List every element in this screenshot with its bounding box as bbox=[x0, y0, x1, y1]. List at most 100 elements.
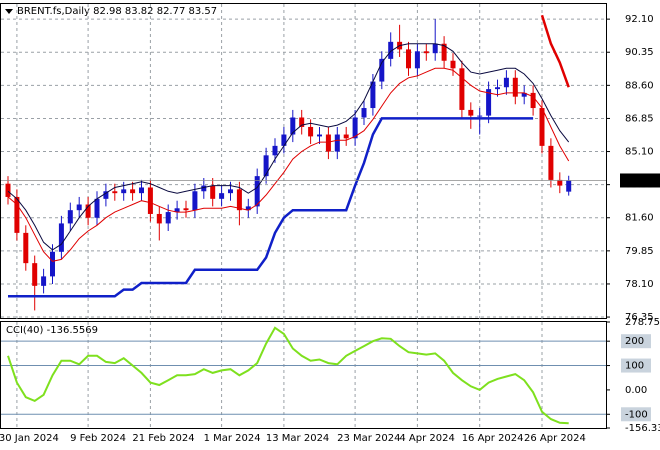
y-tick-label: 76.35 bbox=[625, 312, 654, 323]
y-tick-label: 278.7537 bbox=[625, 317, 660, 328]
y-tick-label: 85.10 bbox=[625, 147, 654, 158]
cci-title: CCI(40) -136.5569 bbox=[6, 325, 98, 336]
candle-body bbox=[58, 223, 64, 252]
candle-body bbox=[406, 49, 411, 69]
price-panel bbox=[0, 3, 607, 319]
y-tick-label: 81.60 bbox=[625, 213, 654, 224]
menu-arrow bbox=[5, 9, 13, 14]
candle-body bbox=[521, 92, 527, 97]
last-price-label: 83.57 bbox=[625, 175, 654, 186]
candle-body bbox=[299, 117, 305, 127]
x-tick-label: 26 Apr 2024 bbox=[524, 433, 586, 444]
x-tick-label: 1 Mar 2024 bbox=[204, 433, 261, 444]
candle-body bbox=[130, 189, 136, 194]
candle-body bbox=[459, 68, 465, 110]
last-price-box bbox=[620, 173, 660, 188]
candle-body bbox=[41, 276, 47, 286]
candle-body bbox=[94, 198, 100, 218]
cci-panel bbox=[0, 321, 607, 429]
candle-body bbox=[236, 189, 242, 211]
y-tick-label: 0.00 bbox=[625, 385, 647, 396]
candle-body bbox=[325, 134, 331, 152]
indicator-line bbox=[7, 43, 570, 251]
candle-body bbox=[281, 134, 287, 146]
candle-body bbox=[539, 108, 545, 146]
candle-body bbox=[423, 51, 429, 54]
y-tick-label: 100 bbox=[625, 361, 644, 372]
candle-body bbox=[67, 210, 73, 224]
y-tick-label: 86.85 bbox=[625, 113, 654, 124]
candle-body bbox=[32, 263, 38, 286]
candle-body bbox=[388, 41, 394, 59]
y-tick-label: 92.10 bbox=[625, 14, 654, 25]
x-tick-label: 16 Apr 2024 bbox=[462, 433, 524, 444]
candle-body bbox=[414, 51, 420, 69]
candle-body bbox=[343, 134, 349, 139]
candle-body bbox=[23, 232, 29, 264]
candle-body bbox=[147, 187, 153, 214]
y-tick-label: 88.60 bbox=[625, 80, 654, 91]
candle-body bbox=[557, 179, 563, 186]
candle-body bbox=[272, 145, 278, 156]
candle-body bbox=[219, 193, 225, 199]
candle-body bbox=[512, 77, 518, 97]
candle-body bbox=[254, 176, 260, 207]
candle-body bbox=[201, 185, 207, 192]
candle-body bbox=[192, 191, 198, 211]
indicator-line bbox=[8, 117, 534, 298]
candle-body bbox=[210, 185, 216, 199]
x-tick-label: 30 Jan 2024 bbox=[0, 433, 59, 444]
candle-body bbox=[361, 108, 367, 118]
cci-line bbox=[7, 326, 569, 425]
candle-body bbox=[477, 115, 483, 117]
candle-body bbox=[486, 89, 492, 116]
y-tick-label: 78.10 bbox=[625, 279, 654, 290]
candle-body bbox=[139, 187, 144, 194]
candle-body bbox=[548, 145, 554, 180]
candle-body bbox=[317, 134, 322, 137]
candle-body bbox=[112, 191, 118, 194]
candle-body bbox=[165, 212, 171, 224]
candle-body bbox=[85, 204, 91, 218]
candle-body bbox=[370, 81, 376, 109]
candle-body bbox=[76, 204, 82, 211]
candle-body bbox=[14, 196, 20, 233]
candle-body bbox=[50, 251, 55, 277]
y-tick-label: -156.333 bbox=[625, 423, 660, 434]
candle-body bbox=[379, 58, 385, 82]
level-label-box bbox=[621, 358, 651, 373]
candle-body bbox=[566, 180, 572, 192]
x-tick-label: 4 Apr 2024 bbox=[399, 433, 454, 444]
candle-body bbox=[183, 208, 189, 211]
chart-title: BRENT.fs,Daily 82.98 83.82 82.77 83.57 bbox=[17, 6, 217, 17]
candle-body bbox=[334, 134, 340, 152]
candle-body bbox=[352, 117, 358, 139]
candle-body bbox=[156, 213, 162, 224]
candle-body bbox=[228, 189, 233, 194]
candle-body bbox=[432, 43, 438, 54]
level-label-box bbox=[621, 334, 651, 349]
candle-body bbox=[121, 189, 127, 194]
candle-body bbox=[103, 191, 109, 199]
candle-body bbox=[290, 117, 296, 135]
y-tick-label: 200 bbox=[625, 336, 644, 347]
level-label-box bbox=[621, 407, 651, 422]
y-tick-label: 79.85 bbox=[625, 246, 654, 257]
x-tick-label: 9 Feb 2024 bbox=[70, 433, 126, 444]
candle-body bbox=[495, 87, 500, 90]
indicator-line bbox=[7, 67, 570, 262]
candle-body bbox=[308, 126, 314, 137]
y-tick-label: 90.35 bbox=[625, 47, 654, 58]
x-tick-label: 13 Mar 2024 bbox=[266, 433, 329, 444]
candle-body bbox=[245, 206, 251, 211]
x-tick-label: 23 Mar 2024 bbox=[337, 433, 400, 444]
y-tick-label: -100 bbox=[625, 409, 648, 420]
candle-body bbox=[468, 109, 474, 116]
x-tick-label: 21 Feb 2024 bbox=[132, 433, 194, 444]
candle-body bbox=[530, 92, 536, 109]
candle-body bbox=[441, 43, 447, 61]
candle-body bbox=[263, 155, 269, 177]
candle-body bbox=[503, 77, 509, 88]
candle-body bbox=[174, 208, 180, 213]
